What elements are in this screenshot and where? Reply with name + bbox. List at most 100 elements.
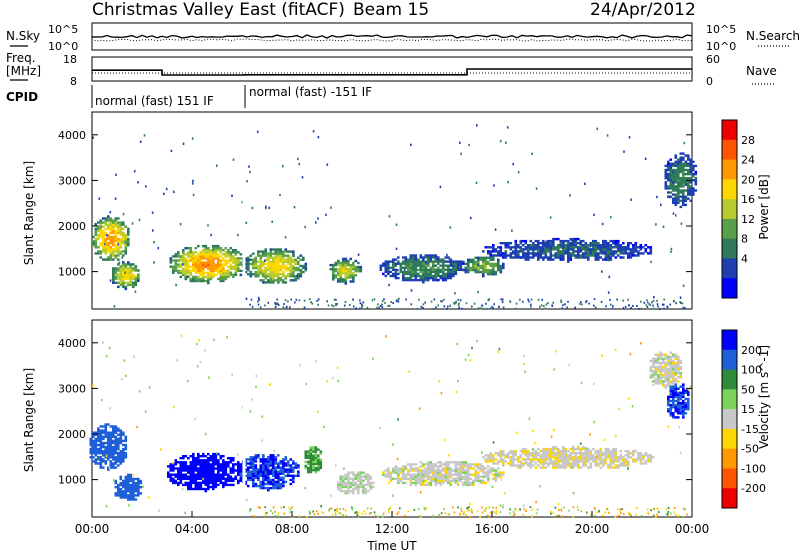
velocity-ground-64 bbox=[628, 511, 630, 514]
power-cell-1949 bbox=[679, 166, 683, 170]
velocity-cell-1248 bbox=[432, 469, 435, 472]
power-cell-1834 bbox=[649, 252, 653, 255]
velocity-speck-108 bbox=[519, 508, 521, 511]
power-cell-266 bbox=[129, 283, 133, 287]
power-speck-50 bbox=[124, 271, 126, 274]
velocity-cell-1464 bbox=[502, 471, 505, 474]
velocity-cell-1956 bbox=[674, 395, 678, 399]
power-cell-1296 bbox=[462, 260, 465, 264]
velocity-cell-334 bbox=[174, 475, 178, 478]
power-cell-839 bbox=[284, 260, 288, 264]
power-cell-1995 bbox=[687, 193, 690, 196]
power-cell-915 bbox=[332, 272, 335, 275]
velocity-cell-1331 bbox=[454, 469, 458, 472]
velocity-ground-106 bbox=[469, 515, 472, 518]
power-cell-1469 bbox=[522, 250, 525, 253]
velocity-cell-491 bbox=[204, 477, 208, 480]
power-cell-1079 bbox=[407, 268, 410, 271]
velocity-cell-1487 bbox=[497, 460, 500, 463]
velocity-cell-1161 bbox=[409, 479, 413, 482]
velocity-cell-1003 bbox=[339, 481, 343, 485]
power-cell-837 bbox=[284, 266, 288, 270]
velocity-cell-937 bbox=[307, 462, 310, 466]
power-cell-1140 bbox=[419, 256, 423, 259]
velocity-cell-1497 bbox=[502, 462, 505, 465]
velocity-cell-384 bbox=[187, 485, 190, 489]
power-cell-534 bbox=[217, 259, 220, 262]
power-cell-1676 bbox=[587, 258, 590, 261]
power-speck-127 bbox=[505, 141, 507, 144]
power-cell-738 bbox=[267, 260, 270, 264]
power-cell-362 bbox=[187, 265, 190, 268]
velocity-cell-1798 bbox=[599, 454, 603, 457]
power-cell-287 bbox=[134, 281, 138, 284]
power-cell-1223 bbox=[439, 270, 443, 274]
freq-right-tick-top: 60 bbox=[706, 53, 720, 66]
velocity-cell-1434 bbox=[484, 471, 488, 474]
velocity-cell-2091 bbox=[664, 378, 668, 381]
velocity-cell-246 bbox=[124, 494, 128, 497]
power-cell-284 bbox=[132, 267, 135, 270]
power-cell-1028 bbox=[389, 266, 393, 269]
velocity-cell-2080 bbox=[662, 374, 665, 377]
power-cell-401 bbox=[194, 267, 198, 270]
velocity-cell-1789 bbox=[597, 456, 600, 459]
velocity-cell-1215 bbox=[424, 475, 428, 478]
velocity-cell-206 bbox=[122, 433, 125, 436]
cpid-segment-2: normal (fast) -151 IF bbox=[249, 85, 372, 99]
power-cell-79 bbox=[107, 233, 110, 237]
power-cell-522 bbox=[214, 253, 218, 256]
velocity-cell-1210 bbox=[422, 469, 425, 472]
velocity-cell-398 bbox=[189, 479, 193, 482]
velocity-cell-865 bbox=[279, 478, 283, 482]
power-cell-454 bbox=[204, 279, 208, 283]
velocity-cell-1017 bbox=[344, 483, 348, 487]
power-cell-929 bbox=[337, 272, 340, 275]
power-cell-1819 bbox=[637, 254, 640, 257]
power-cell-582 bbox=[227, 273, 230, 277]
power-cell-1106 bbox=[412, 260, 415, 263]
power-cell-434 bbox=[199, 257, 203, 260]
velocity-cell-1538 bbox=[519, 460, 523, 463]
power-cell-885 bbox=[294, 258, 298, 261]
power-cell-1050 bbox=[397, 256, 400, 259]
power-cell-704 bbox=[259, 250, 263, 253]
power-ground-116 bbox=[395, 300, 398, 303]
power-cell-1525 bbox=[539, 242, 543, 245]
power-cell-2008 bbox=[687, 162, 690, 165]
power-cell-1542 bbox=[544, 242, 548, 245]
power-ground-160 bbox=[376, 306, 378, 309]
power-cell-1306 bbox=[467, 258, 470, 261]
power-cell-594 bbox=[229, 267, 233, 270]
power-speck-99 bbox=[113, 305, 116, 308]
velocity-cell-2038 bbox=[654, 378, 658, 381]
power-cell-1001 bbox=[357, 265, 360, 269]
power-cell-710 bbox=[262, 268, 265, 272]
power-cell-1910 bbox=[674, 164, 678, 168]
velocity-cell-405 bbox=[189, 465, 193, 468]
velocity-ground-26 bbox=[459, 512, 462, 515]
velocity-cell-315 bbox=[167, 465, 170, 468]
velocity-cell-2068 bbox=[659, 367, 663, 371]
velocity-speck-124 bbox=[385, 335, 387, 338]
velocity-cell-549 bbox=[212, 455, 215, 458]
power-ground-97 bbox=[378, 306, 380, 309]
velocity-cell-837 bbox=[274, 482, 278, 486]
power-cell-925 bbox=[334, 261, 338, 265]
power-cell-1009 bbox=[382, 272, 385, 276]
power-cell-304 bbox=[172, 269, 175, 272]
velocity-cell-969 bbox=[314, 466, 318, 470]
velocity-cell-537 bbox=[212, 479, 215, 482]
power-ground-26 bbox=[361, 304, 364, 307]
power-ground-16 bbox=[294, 301, 296, 304]
velocity-speck-142 bbox=[204, 349, 206, 352]
velocity-cell-2054 bbox=[657, 367, 660, 371]
power-cell-994 bbox=[354, 274, 358, 277]
power-cell-1275 bbox=[454, 268, 458, 271]
power-cell-684 bbox=[257, 273, 260, 276]
power-cell-1646 bbox=[577, 254, 580, 257]
power-cell-360 bbox=[187, 269, 190, 272]
power-cell-1574 bbox=[554, 237, 558, 241]
velocity-cell-220 bbox=[114, 481, 118, 485]
power-speck-114 bbox=[268, 206, 270, 209]
